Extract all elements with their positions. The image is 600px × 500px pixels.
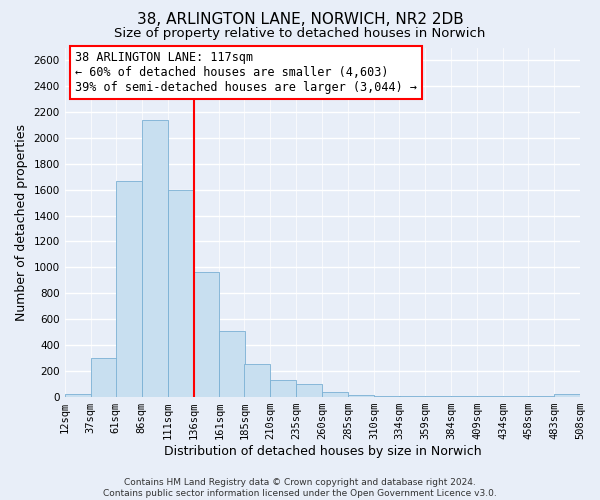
Text: 38 ARLINGTON LANE: 117sqm
← 60% of detached houses are smaller (4,603)
39% of se: 38 ARLINGTON LANE: 117sqm ← 60% of detac… — [75, 51, 417, 94]
Text: 38, ARLINGTON LANE, NORWICH, NR2 2DB: 38, ARLINGTON LANE, NORWICH, NR2 2DB — [137, 12, 463, 28]
Bar — [193, 272, 220, 396]
X-axis label: Distribution of detached houses by size in Norwich: Distribution of detached houses by size … — [164, 444, 481, 458]
Text: Contains HM Land Registry data © Crown copyright and database right 2024.
Contai: Contains HM Land Registry data © Crown c… — [103, 478, 497, 498]
Bar — [116, 180, 142, 396]
Bar — [142, 120, 167, 396]
Bar — [220, 332, 245, 396]
Bar — [349, 394, 374, 396]
Bar — [322, 392, 349, 396]
Bar — [271, 380, 296, 396]
Bar — [65, 394, 91, 396]
Bar — [296, 384, 322, 396]
Bar — [244, 364, 271, 396]
Bar — [91, 358, 116, 397]
Text: Size of property relative to detached houses in Norwich: Size of property relative to detached ho… — [115, 28, 485, 40]
Y-axis label: Number of detached properties: Number of detached properties — [15, 124, 28, 320]
Bar — [167, 190, 193, 396]
Bar — [554, 394, 580, 396]
